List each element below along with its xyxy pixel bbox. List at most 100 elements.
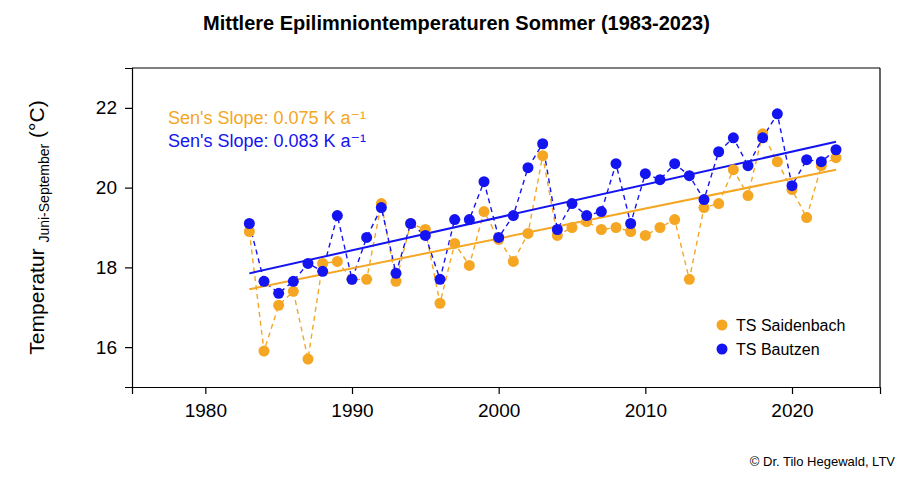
x-tick-mark [645, 387, 646, 394]
y-tick-label: 18 [96, 257, 117, 278]
x-tick: 1980 [185, 387, 227, 421]
data-point [273, 300, 284, 311]
data-point [787, 180, 798, 191]
trend-line [249, 170, 836, 290]
data-point [581, 210, 592, 221]
y-tick-mark [125, 108, 132, 109]
data-point [391, 268, 402, 279]
legend-marker [717, 344, 728, 355]
x-tick: 1990 [331, 387, 373, 421]
data-point [655, 222, 666, 233]
y-tick-label: 16 [96, 337, 117, 358]
data-point [669, 158, 680, 169]
y-tick-mark [125, 347, 132, 348]
y-tick-label: 22 [96, 97, 117, 118]
data-point [684, 274, 695, 285]
data-point [655, 174, 666, 185]
chart: Mittlere Epilimniontemperaturen Sommer (… [0, 0, 913, 479]
x-axis: 1980 1990 2000 2010 2020 [133, 387, 881, 421]
y-axis: 16 18 20 22 [96, 69, 133, 388]
data-point [640, 230, 651, 241]
data-point [508, 210, 519, 221]
x-tick-label: 1990 [331, 400, 373, 421]
x-tick-label: 2000 [478, 400, 520, 421]
data-point [420, 230, 431, 241]
y-axis-title-main: Temperatur [25, 243, 48, 355]
x-tick-label: 2010 [625, 400, 667, 421]
x-tick-mark [352, 387, 353, 394]
x-tick: 2020 [771, 387, 813, 421]
y-tick: 22 [96, 97, 132, 118]
data-point [405, 218, 416, 229]
title: Mittlere Epilimniontemperaturen Sommer (… [203, 12, 710, 34]
data-point [625, 218, 636, 229]
data-point [449, 214, 460, 225]
data-point [449, 238, 460, 249]
data-point [435, 298, 446, 309]
data-point [332, 256, 343, 267]
data-point [537, 150, 548, 161]
x-tick-mark [499, 387, 500, 394]
data-point [288, 276, 299, 287]
data-point [552, 224, 563, 235]
legend-label: TS Saidenbach [736, 317, 845, 334]
credit: © Dr. Tilo Hegewald, LTV [750, 454, 896, 469]
data-point [699, 194, 710, 205]
data-point [772, 156, 783, 167]
x-tick-mark [792, 387, 793, 394]
data-point [259, 346, 270, 357]
x-axis-line [133, 388, 881, 395]
data-point [611, 222, 622, 233]
y-tick: 16 [96, 337, 132, 358]
data-point [493, 232, 504, 243]
data-point [567, 222, 578, 233]
frame-top [132, 67, 880, 68]
data-point [537, 138, 548, 149]
data-point [669, 214, 680, 225]
data-point [801, 212, 812, 223]
data-point [361, 232, 372, 243]
data-point [684, 170, 695, 181]
data-point [611, 158, 622, 169]
data-point [523, 228, 534, 239]
data-point [376, 202, 387, 213]
data-point [479, 206, 490, 217]
y-tick-label: 20 [96, 177, 117, 198]
data-point [743, 160, 754, 171]
data-point [596, 224, 607, 235]
data-point [479, 176, 490, 187]
data-point [508, 256, 519, 267]
y-axis-title-unit: (°C) [25, 100, 48, 143]
data-point [361, 274, 372, 285]
data-point [713, 198, 724, 209]
x-tick-mark [205, 387, 206, 394]
legend-label: TS Bautzen [736, 341, 820, 358]
data-point [743, 190, 754, 201]
y-tick: 18 [96, 257, 132, 278]
data-point [347, 274, 358, 285]
data-point [317, 266, 328, 277]
x-tick-label: 1980 [185, 400, 227, 421]
data-point [831, 144, 842, 155]
data-point [405, 218, 416, 229]
annotation: Sen's Slope: 0.075 K a⁻¹ [168, 108, 366, 128]
data-point [728, 132, 739, 143]
y-axis-line [125, 69, 133, 388]
data-point [347, 274, 358, 285]
data-point [303, 354, 314, 365]
trend-line [249, 142, 836, 274]
x-tick-label: 2020 [771, 400, 813, 421]
y-tick: 20 [96, 177, 132, 198]
data-point [816, 156, 827, 167]
data-point [567, 198, 578, 209]
y-axis-title-sub: Juni-September [36, 143, 52, 242]
legend-marker [717, 320, 728, 331]
data-point [273, 288, 284, 299]
y-tick-mark [125, 267, 132, 268]
data-point [332, 210, 343, 221]
data-point [772, 108, 783, 119]
y-tick-mark [125, 188, 132, 189]
data-point [523, 162, 534, 173]
x-tick: 2000 [478, 387, 520, 421]
frame-right [879, 68, 880, 387]
